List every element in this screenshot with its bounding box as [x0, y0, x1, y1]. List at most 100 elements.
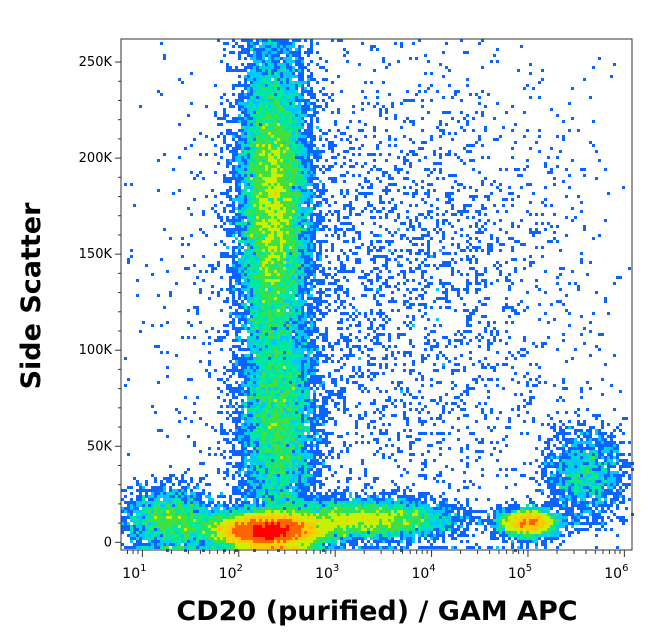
- density-dot: [241, 300, 244, 303]
- density-dot: [475, 288, 478, 291]
- density-dot: [277, 282, 280, 285]
- density-dot: [463, 288, 466, 291]
- density-dot: [268, 159, 271, 162]
- density-dot: [271, 108, 274, 111]
- density-dot: [487, 321, 490, 324]
- density-dot: [604, 297, 607, 300]
- density-dot: [307, 174, 310, 177]
- density-dot: [301, 288, 304, 291]
- density-dot: [403, 369, 406, 372]
- density-dot: [259, 144, 262, 147]
- density-dot: [460, 111, 463, 114]
- density-dot: [262, 345, 265, 348]
- density-dot: [199, 288, 202, 291]
- density-dot: [466, 258, 469, 261]
- density-dot: [301, 309, 304, 312]
- density-dot: [265, 267, 268, 270]
- density-dot: [238, 312, 241, 315]
- density-dot: [283, 252, 286, 255]
- density-dot: [274, 177, 277, 180]
- density-dot: [454, 261, 457, 264]
- density-dot: [280, 258, 283, 261]
- density-dot: [325, 234, 328, 237]
- density-dot: [292, 300, 295, 303]
- density-dot: [316, 330, 319, 333]
- density-dot: [292, 135, 295, 138]
- density-dot: [295, 369, 298, 372]
- density-dot: [262, 324, 265, 327]
- density-dot: [283, 99, 286, 102]
- density-dot: [253, 348, 256, 351]
- density-dot: [280, 162, 283, 165]
- density-dot: [268, 147, 271, 150]
- density-dot: [289, 99, 292, 102]
- density-dot: [295, 147, 298, 150]
- density-dot: [304, 264, 307, 267]
- density-dot: [307, 291, 310, 294]
- density-dot: [304, 291, 307, 294]
- density-dot: [298, 300, 301, 303]
- density-dot: [403, 177, 406, 180]
- density-dot: [262, 381, 265, 384]
- density-dot: [250, 87, 253, 90]
- density-dot: [244, 111, 247, 114]
- density-dot: [391, 291, 394, 294]
- density-dot: [436, 381, 439, 384]
- density-dot: [232, 246, 235, 249]
- density-dot: [271, 321, 274, 324]
- density-dot: [436, 90, 439, 93]
- density-dot: [238, 273, 241, 276]
- density-dot: [316, 42, 319, 45]
- density-dot: [451, 270, 454, 273]
- density-dot: [295, 48, 298, 51]
- density-dot: [253, 138, 256, 141]
- density-dot: [442, 336, 445, 339]
- density-dot: [442, 291, 445, 294]
- density-dot: [265, 150, 268, 153]
- density-dot: [256, 138, 259, 141]
- density-dot: [286, 357, 289, 360]
- density-dot: [253, 273, 256, 276]
- density-dot: [265, 144, 268, 147]
- density-dot: [484, 279, 487, 282]
- density-dot: [253, 177, 256, 180]
- density-dot: [346, 381, 349, 384]
- density-dot: [295, 192, 298, 195]
- density-dot: [247, 159, 250, 162]
- density-dot: [445, 195, 448, 198]
- density-dot: [334, 231, 337, 234]
- density-dot: [274, 288, 277, 291]
- density-dot: [253, 372, 256, 375]
- density-dot: [343, 216, 346, 219]
- density-dot: [286, 255, 289, 258]
- density-dot: [250, 138, 253, 141]
- density-dot: [271, 105, 274, 108]
- density-dot: [373, 297, 376, 300]
- density-dot: [304, 324, 307, 327]
- density-dot: [550, 171, 553, 174]
- density-dot: [346, 339, 349, 342]
- density-dot: [280, 141, 283, 144]
- density-dot: [247, 111, 250, 114]
- density-dot: [433, 363, 436, 366]
- density-dot: [475, 141, 478, 144]
- density-dot: [298, 102, 301, 105]
- density-dot: [283, 147, 286, 150]
- density-dot: [313, 342, 316, 345]
- density-dot: [292, 165, 295, 168]
- density-dot: [256, 366, 259, 369]
- density-dot: [232, 288, 235, 291]
- density-dot: [391, 105, 394, 108]
- density-dot: [466, 285, 469, 288]
- density-dot: [247, 300, 250, 303]
- density-dot: [484, 195, 487, 198]
- density-dot: [250, 153, 253, 156]
- density-dot: [274, 357, 277, 360]
- density-dot: [439, 351, 442, 354]
- density-dot: [304, 111, 307, 114]
- density-dot: [247, 45, 250, 48]
- density-dot: [472, 378, 475, 381]
- density-dot: [253, 183, 256, 186]
- density-dot: [289, 231, 292, 234]
- density-dot: [241, 225, 244, 228]
